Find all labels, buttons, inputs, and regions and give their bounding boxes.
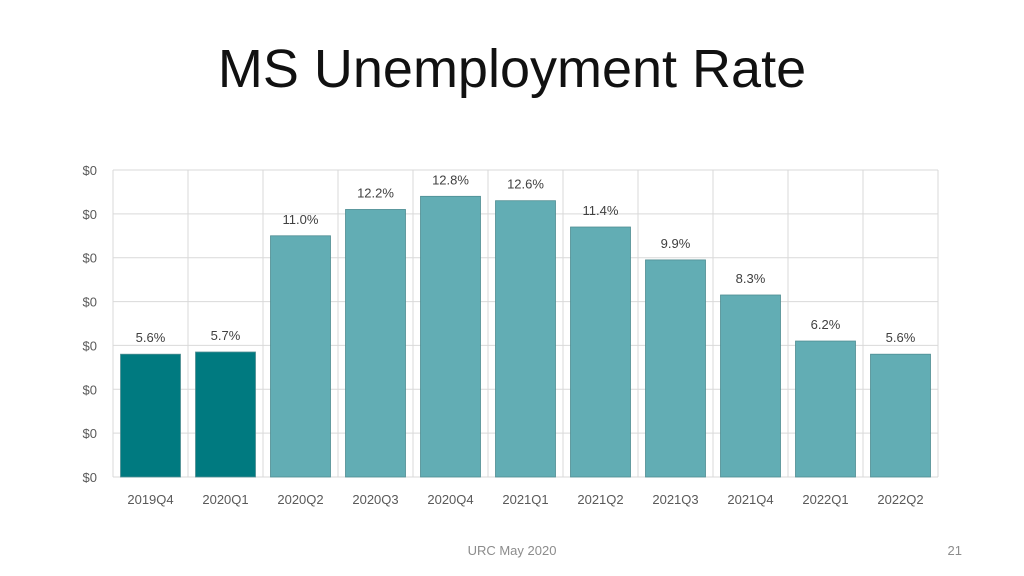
- data-label-2021Q1: 12.6%: [507, 177, 544, 192]
- y-tick-label: $0: [83, 470, 97, 485]
- y-tick-label: $0: [83, 295, 97, 310]
- data-label-2019Q4: 5.6%: [136, 330, 166, 345]
- bar-2022Q1: [795, 340, 856, 478]
- bar-2019Q4: [120, 353, 181, 478]
- y-tick-label: $0: [83, 163, 97, 178]
- x-tick-label-2020Q4: 2020Q4: [427, 492, 473, 507]
- data-label-2021Q4: 8.3%: [736, 271, 766, 286]
- bar-2020Q4: [420, 195, 481, 478]
- bar-2021Q1: [495, 200, 556, 478]
- data-label-2021Q3: 9.9%: [661, 236, 691, 251]
- bars: [120, 195, 931, 478]
- y-tick-label: $0: [83, 338, 97, 353]
- slide-footer: URC May 2020: [467, 543, 557, 558]
- data-label-2020Q4: 12.8%: [432, 172, 469, 187]
- bar-2021Q3: [645, 259, 706, 478]
- y-tick-label: $0: [83, 207, 97, 222]
- x-tick-label-2020Q1: 2020Q1: [202, 492, 248, 507]
- bar-2020Q1: [195, 351, 256, 478]
- y-axis-ticks: $0 $0 $0 $0 $0 $0 $0 $0: [83, 163, 97, 485]
- data-labels: 5.6% 5.7% 11.0% 12.2% 12.8% 12.6% 11.4% 9.9% 8.3…: [136, 172, 916, 345]
- x-tick-label-2021Q2: 2021Q2: [577, 492, 623, 507]
- x-tick-label-2021Q3: 2021Q3: [652, 492, 698, 507]
- bar-2022Q2: [870, 353, 931, 478]
- x-tick-label-2020Q2: 2020Q2: [277, 492, 323, 507]
- x-tick-label-2022Q2: 2022Q2: [877, 492, 923, 507]
- slide-title: MS Unemployment Rate: [217, 39, 807, 99]
- x-tick-label-2020Q3: 2020Q3: [352, 492, 398, 507]
- data-label-2020Q3: 12.2%: [357, 185, 394, 200]
- bar-2021Q4: [720, 294, 781, 478]
- x-tick-label-2021Q4: 2021Q4: [727, 492, 773, 507]
- data-label-2022Q2: 5.6%: [886, 330, 916, 345]
- x-axis-ticks: 2019Q4 2020Q1 2020Q2 2020Q3 2020Q4 2021Q1 2021…: [127, 492, 923, 507]
- bar-2020Q3: [345, 209, 406, 478]
- y-tick-label: $0: [83, 426, 97, 441]
- page-number: 21: [947, 543, 962, 558]
- data-label-2022Q1: 6.2%: [811, 317, 841, 332]
- bar-2021Q2: [570, 226, 631, 478]
- data-label-2021Q2: 11.4%: [583, 203, 619, 218]
- y-tick-label: $0: [83, 251, 97, 266]
- y-tick-label: $0: [83, 382, 97, 397]
- data-label-2020Q2: 11.0%: [283, 212, 319, 227]
- data-label-2020Q1: 5.7%: [211, 328, 241, 343]
- x-tick-label-2019Q4: 2019Q4: [127, 492, 173, 507]
- x-tick-label-2021Q1: 2021Q1: [502, 492, 548, 507]
- x-tick-label-2022Q1: 2022Q1: [802, 492, 848, 507]
- bar-2020Q2: [270, 235, 331, 478]
